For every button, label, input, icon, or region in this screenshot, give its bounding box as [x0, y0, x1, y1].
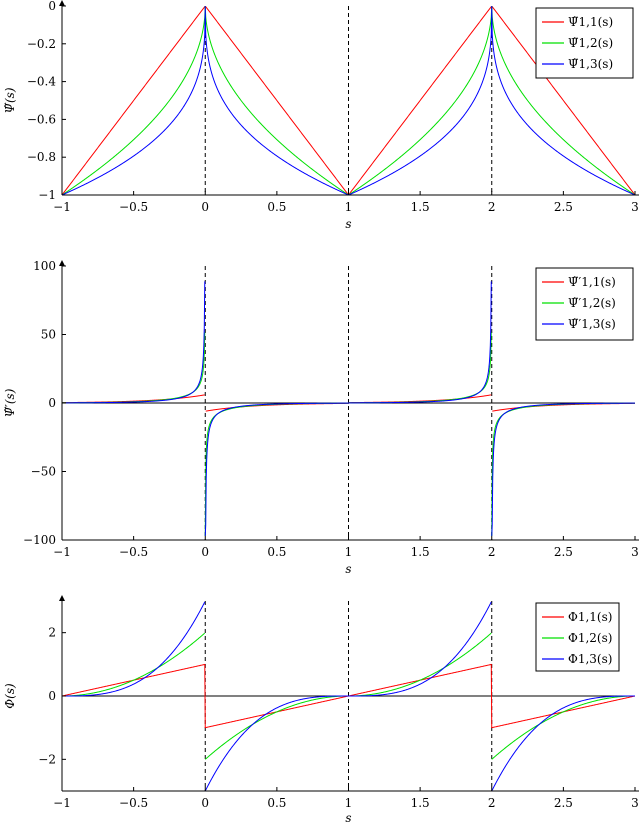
y-tick-label: 0 — [48, 689, 56, 703]
y-tick-label: −100 — [23, 533, 56, 547]
x-tick-label: 1 — [345, 796, 353, 810]
x-tick-label: 2 — [488, 545, 496, 559]
y-axis-arrow — [59, 0, 65, 6]
x-axis-label: s — [345, 811, 351, 825]
legend-label-2: Ψ̃1,2(s) — [568, 36, 613, 50]
y-tick-label: 0 — [48, 0, 56, 13]
y-tick-label: −0.8 — [27, 150, 56, 164]
x-tick-label: 2.5 — [554, 796, 573, 810]
legend-label-1: Ψ̃1,1(s) — [568, 15, 613, 29]
legend: Ψ̃1,1(s) Ψ̃1,2(s) Ψ̃1,3(s) — [535, 7, 634, 79]
chart-panel-phi: −1 −0.5 0 0.5 1 1.5 2 2.5 3 2 0 −2 s Φ(s) Φ1,1(s) Φ1,2(… — [3, 595, 639, 825]
x-tick-label: 3 — [631, 796, 639, 810]
x-tick-label: 0.5 — [267, 200, 286, 214]
y-tick-label: −0.2 — [27, 37, 56, 51]
x-axis-label: s — [345, 217, 351, 231]
legend-label-3: Φ1,3(s) — [568, 652, 612, 666]
y-tick-label: 100 — [33, 259, 56, 273]
series-line-3 — [62, 601, 635, 791]
y-tick-label: −0.4 — [27, 75, 57, 89]
x-tick-label: 0 — [201, 200, 209, 214]
x-tick-label: 2.5 — [554, 545, 573, 559]
x-tick-label: 3 — [631, 200, 639, 214]
chart-panel-dpsi: −1 −0.5 0 0.5 1 1.5 2 2.5 3 100 50 0 −50 −100 s Ψ̃′(s) Ψ… — [3, 259, 639, 576]
y-axis-arrow — [59, 260, 65, 266]
series-line-3 — [62, 6, 635, 195]
legend-label-2: Φ1,2(s) — [568, 631, 612, 645]
x-tick-label: 2 — [488, 796, 496, 810]
y-axis-label: Φ(s) — [3, 683, 17, 709]
legend: Φ1,1(s) Φ1,2(s) Φ1,3(s) — [535, 602, 620, 672]
y-tick-label: −2 — [38, 752, 56, 766]
legend-label-3: Ψ̃1,3(s) — [568, 57, 613, 71]
x-tick-label: −1 — [53, 200, 71, 214]
legend: Ψ̃′1,1(s) Ψ̃′1,2(s) Ψ̃′1,3(s) — [535, 267, 634, 341]
x-tick-label: −0.5 — [119, 200, 148, 214]
y-axis-label: Ψ̃(s) — [3, 87, 17, 113]
legend-box — [535, 267, 634, 341]
y-axis-label: Ψ̃′(s) — [3, 388, 17, 417]
legend-label-1: Ψ̃′1,1(s) — [568, 275, 616, 289]
x-axis-label: s — [345, 562, 351, 576]
y-tick-label: 2 — [48, 626, 56, 640]
y-tick-label: 0 — [48, 396, 56, 410]
y-tick-label: −1 — [38, 188, 56, 202]
legend-box — [535, 602, 620, 672]
x-tick-label: 0.5 — [267, 545, 286, 559]
series-line-2 — [62, 6, 635, 195]
chart-panel-psi: −1 −0.5 0 0.5 1 1.5 2 2.5 3 0 −0.2 −0.4 −0.6 −0.8 −1 s Ψ… — [3, 0, 639, 231]
x-tick-label: 1 — [345, 200, 353, 214]
y-tick-label: 50 — [41, 328, 56, 342]
y-axis-arrow — [59, 595, 65, 601]
x-tick-label: −1 — [53, 545, 71, 559]
x-tick-label: 1.5 — [411, 200, 430, 214]
x-tick-label: 1 — [345, 545, 353, 559]
x-tick-label: 1.5 — [411, 796, 430, 810]
x-tick-label: −0.5 — [119, 545, 148, 559]
x-tick-label: 3 — [631, 545, 639, 559]
x-tick-label: 0 — [201, 796, 209, 810]
x-tick-label: −0.5 — [119, 796, 148, 810]
x-tick-label: −1 — [53, 796, 71, 810]
x-tick-label: 0 — [201, 545, 209, 559]
x-tick-label: 1.5 — [411, 545, 430, 559]
y-tick-label: −50 — [31, 465, 56, 479]
legend-label-3: Ψ̃′1,3(s) — [568, 317, 616, 331]
legend-label-1: Φ1,1(s) — [568, 610, 612, 624]
x-tick-label: 0.5 — [267, 796, 286, 810]
x-tick-label: 2 — [488, 200, 496, 214]
legend-label-2: Ψ̃′1,2(s) — [568, 296, 616, 310]
x-tick-label: 2.5 — [554, 200, 573, 214]
y-tick-label: −0.6 — [27, 112, 56, 126]
series-line-3 — [62, 281, 635, 536]
